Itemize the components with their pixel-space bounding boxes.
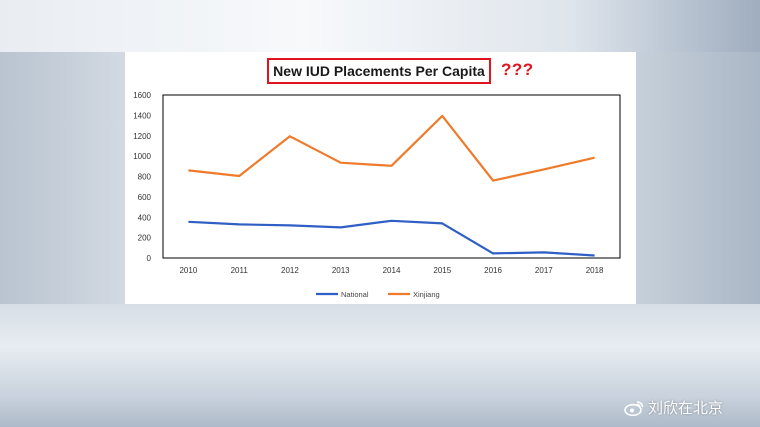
x-tick-label: 2015 (433, 266, 451, 275)
y-tick-label: 1000 (133, 152, 151, 161)
x-tick-label: 2018 (586, 266, 604, 275)
background-top-band (0, 0, 760, 60)
y-tick-label: 1400 (133, 111, 151, 120)
x-tick-label: 2011 (231, 266, 249, 275)
chart-card (125, 52, 636, 304)
y-tick-label: 0 (147, 254, 152, 263)
question-marks-annotation: ??? (501, 60, 534, 79)
y-tick-label: 1600 (133, 91, 151, 100)
y-tick-label: 600 (138, 193, 152, 202)
x-tick-label: 2016 (484, 266, 502, 275)
chart-title-box: New IUD Placements Per Capita (267, 58, 491, 84)
y-tick-label: 400 (138, 213, 152, 222)
background-bottom-band (0, 304, 760, 427)
x-tick-label: 2014 (383, 266, 401, 275)
weibo-logo-icon (624, 400, 644, 416)
x-tick-label: 2013 (332, 266, 350, 275)
y-tick-label: 1200 (133, 132, 151, 141)
series-line-xinjiang (188, 114, 595, 182)
y-tick-label: 200 (138, 234, 152, 243)
chart-title: New IUD Placements Per Capita (273, 63, 485, 79)
plot-area-border (162, 94, 621, 259)
x-tick-label: 2010 (179, 266, 197, 275)
series-line-national (188, 219, 595, 257)
weibo-watermark: 刘欣在北京 (624, 397, 723, 418)
background-right-panel (636, 52, 760, 304)
watermark-text: 刘欣在北京 (648, 400, 724, 417)
legend-label-national: National (341, 290, 369, 299)
x-tick-label: 2012 (281, 266, 299, 275)
y-tick-label: 800 (138, 173, 152, 182)
background-left-panel (0, 52, 125, 304)
x-tick-label: 2017 (535, 266, 553, 275)
legend-label-xinjiang: Xinjiang (413, 290, 440, 299)
